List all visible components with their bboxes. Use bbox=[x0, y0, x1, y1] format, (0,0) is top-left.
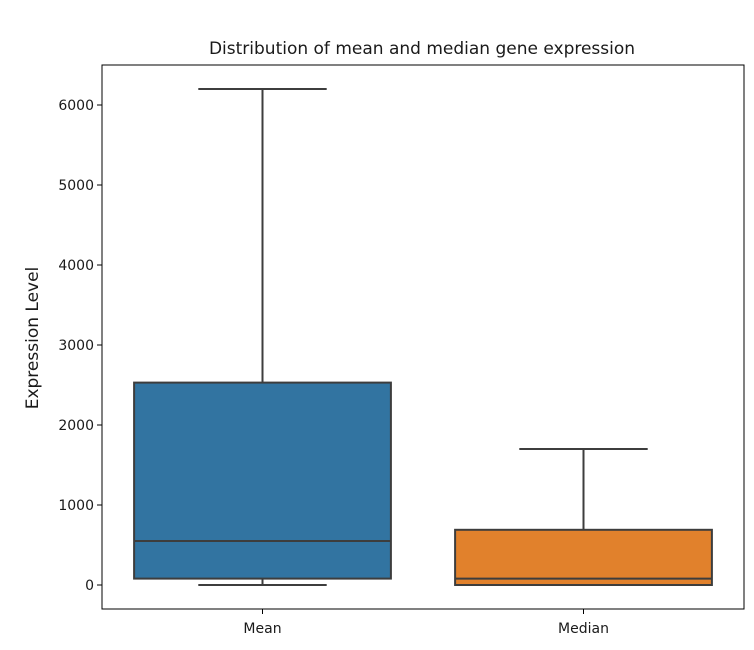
x-tick-label: Median bbox=[558, 621, 609, 637]
box-median bbox=[454, 528, 713, 586]
y-tick-label: 6000 bbox=[58, 98, 94, 114]
y-tick-label: 4000 bbox=[58, 258, 94, 274]
y-tick-label: 5000 bbox=[58, 178, 94, 194]
x-tick-label: Mean bbox=[243, 621, 281, 637]
y-tick-label: 3000 bbox=[58, 338, 94, 354]
plot-frame bbox=[101, 64, 745, 610]
y-tick-label: 2000 bbox=[58, 418, 94, 434]
y-axis-label: Expression Level bbox=[23, 267, 43, 410]
y-tick-label: 0 bbox=[85, 578, 94, 594]
box-mean bbox=[133, 381, 392, 580]
chart-title: Distribution of mean and median gene exp… bbox=[209, 39, 635, 59]
plot-area: 0 1000 2000 3000 4000 5000 6000 Mean Median bbox=[58, 88, 713, 637]
y-tick-label: 1000 bbox=[58, 498, 94, 514]
